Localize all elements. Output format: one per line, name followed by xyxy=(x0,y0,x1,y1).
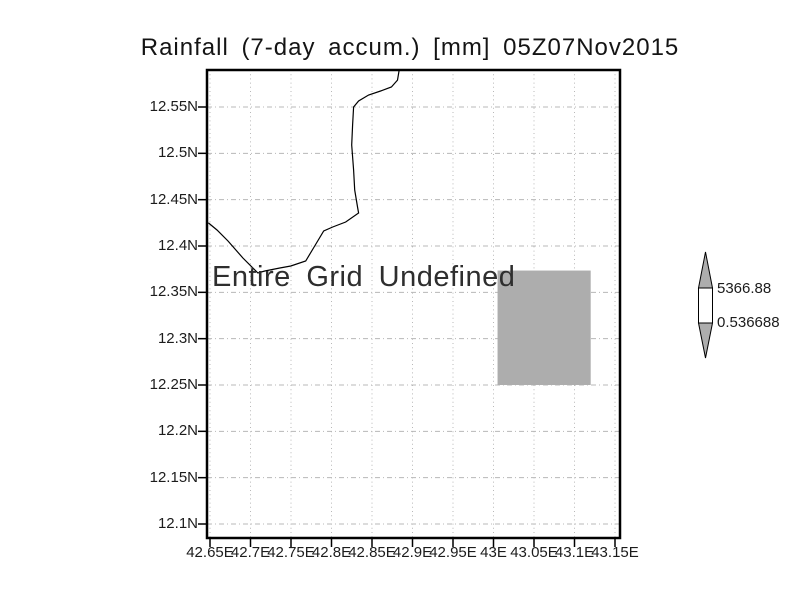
colorbar xyxy=(697,251,714,359)
axis-ticks xyxy=(198,106,616,547)
y-tick-label: 12.25N xyxy=(149,376,198,393)
x-tick-label: 42.65E xyxy=(186,544,234,561)
x-tick-label: 43.05E xyxy=(510,544,558,561)
y-tick-label: 12.4N xyxy=(157,237,198,254)
x-tick-label: 42.9E xyxy=(392,544,433,561)
undefined-region-shade xyxy=(497,270,591,385)
y-tick-label: 12.35N xyxy=(149,283,198,301)
x-tick-label: 42.85E xyxy=(348,544,396,561)
x-tick-label: 43.1E xyxy=(554,544,595,561)
undefined-grid-message: Entire Grid Undefined xyxy=(212,261,516,293)
y-tick-label: 12.45N xyxy=(149,190,198,208)
coastline-path xyxy=(208,70,400,274)
x-tick-label: 42.7E xyxy=(230,544,271,561)
colorbar-box xyxy=(698,287,713,324)
colorbar-max-label: 5366.88 xyxy=(717,280,772,297)
colorbar-up-arrow xyxy=(697,251,714,289)
y-tick-label: 12.55N xyxy=(149,98,198,115)
colorbar-min-label: 0.536688 xyxy=(717,314,780,331)
y-tick-label: 12.15N xyxy=(149,468,198,486)
x-tick-label: 43.15E xyxy=(591,544,639,561)
x-tick-label: 42.95E xyxy=(429,544,477,561)
x-tick-label: 42.75E xyxy=(267,544,315,561)
x-tick-label: 43E xyxy=(480,544,507,561)
y-tick-label: 12.5N xyxy=(157,144,198,162)
y-tick-label: 12.2N xyxy=(157,422,198,440)
x-tick-label: 42.8E xyxy=(311,544,352,561)
colorbar-down-arrow xyxy=(697,322,714,359)
y-tick-label: 12.1N xyxy=(157,515,198,532)
plot-border xyxy=(205,68,622,540)
plot-title: Rainfall (7-day accum.) [mm] 05Z07Nov201… xyxy=(140,34,680,61)
y-tick-label: 12.3N xyxy=(157,329,198,347)
